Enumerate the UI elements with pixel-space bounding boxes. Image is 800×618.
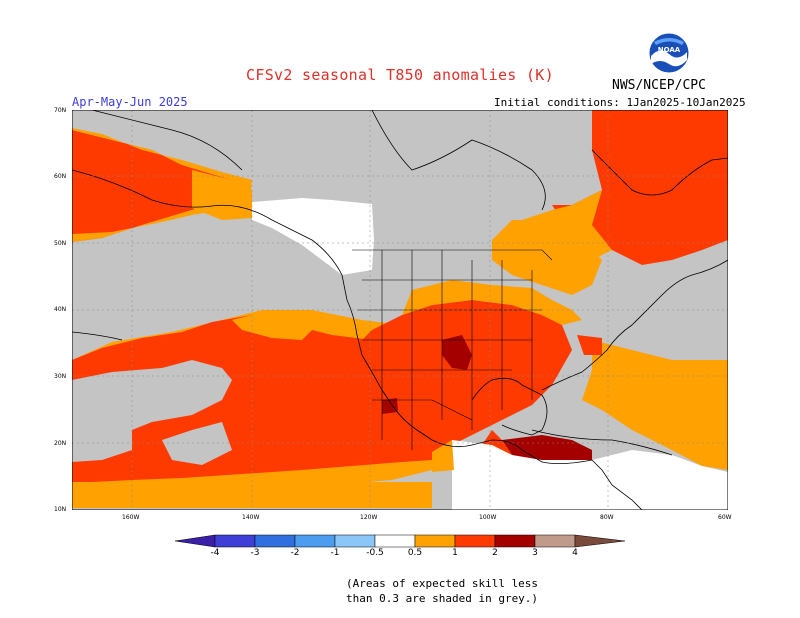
lon-label-160w: 160W (122, 514, 140, 521)
colorbar (175, 534, 626, 548)
colorbar-cell (254, 534, 296, 548)
region-orange-westcoast (232, 310, 312, 340)
coastlines (72, 110, 728, 510)
noaa-logo-text: NOAA (658, 46, 681, 54)
colorbar-label: 3 (532, 548, 538, 558)
region-orange-alaska (72, 128, 252, 242)
colorbar-label: 4 (572, 548, 578, 558)
region-red-atlantic (577, 335, 602, 355)
colorbar-cell (294, 534, 336, 548)
lon-label-80w: 80W (600, 514, 614, 521)
colorbar-cell (214, 534, 256, 548)
colorbar-label: -4 (210, 548, 220, 558)
skill-footnote: (Areas of expected skill less than 0.3 a… (346, 576, 538, 606)
region-orange-central (432, 440, 454, 472)
region-red-alaska (72, 130, 242, 242)
lon-label-60w: 60W (718, 514, 732, 521)
lon-label-140w: 140W (242, 514, 260, 521)
lat-label-20n: 20N (54, 440, 67, 447)
skill-footnote-line: (Areas of expected skill less (346, 577, 539, 590)
region-red-us (342, 300, 572, 462)
political-borders (352, 249, 553, 450)
season-label: Apr-May-Jun 2025 (72, 95, 188, 109)
colorbar-label: 1 (452, 548, 458, 558)
colorbar-cell (374, 534, 416, 548)
colorbar-arrow-right (574, 534, 626, 548)
noaa-logo: NOAA (648, 32, 690, 74)
region-orange-atlantic (582, 340, 728, 470)
lat-label-50n: 50N (54, 240, 67, 247)
region-orange-canada-west (192, 170, 252, 220)
colorbar-label: -1 (330, 548, 340, 558)
lat-label-30n: 30N (54, 373, 67, 380)
colorbar-arrow-left (175, 534, 216, 548)
colorbar-label: -2 (290, 548, 300, 558)
initial-conditions-label: Initial conditions: 1Jan2025-10Jan2025 (494, 96, 746, 109)
colorbar-cell (334, 534, 376, 548)
graticule (72, 110, 728, 510)
region-grey-pacific (72, 360, 232, 462)
region-white-nwcanada (252, 198, 374, 275)
region-white-centralamerica (452, 440, 728, 510)
region-grey-pacific-2 (162, 422, 232, 465)
region-darkred-us-2 (382, 398, 398, 414)
colorbar-cell (494, 534, 536, 548)
lon-label-120w: 120W (360, 514, 378, 521)
lat-label-60n: 60N (54, 173, 67, 180)
colorbar-label: -0.5 (366, 548, 384, 558)
colorbar-label: 2 (492, 548, 498, 558)
lat-label-70n: 70N (54, 107, 67, 114)
colorbar-cell (414, 534, 456, 548)
colorbar-cell (534, 534, 576, 548)
lat-label-40n: 40N (54, 306, 67, 313)
region-darkred-us-1 (442, 335, 472, 370)
region-orange-ne (522, 190, 612, 260)
colorbar-cell (454, 534, 496, 548)
region-orange-us (402, 280, 582, 325)
agency-label: NWS/NCEP/CPC (612, 78, 706, 93)
anomaly-map (72, 110, 728, 510)
lon-label-100w: 100W (479, 514, 497, 521)
colorbar-label: -3 (250, 548, 260, 558)
lat-label-10n: 10N (54, 506, 67, 513)
chart-title: CFSv2 seasonal T850 anomalies (K) (246, 66, 554, 84)
colorbar-label: 0.5 (407, 548, 423, 558)
region-red-ne (552, 110, 728, 265)
skill-footnote-line: than 0.3 are shaded in grey.) (346, 592, 539, 605)
